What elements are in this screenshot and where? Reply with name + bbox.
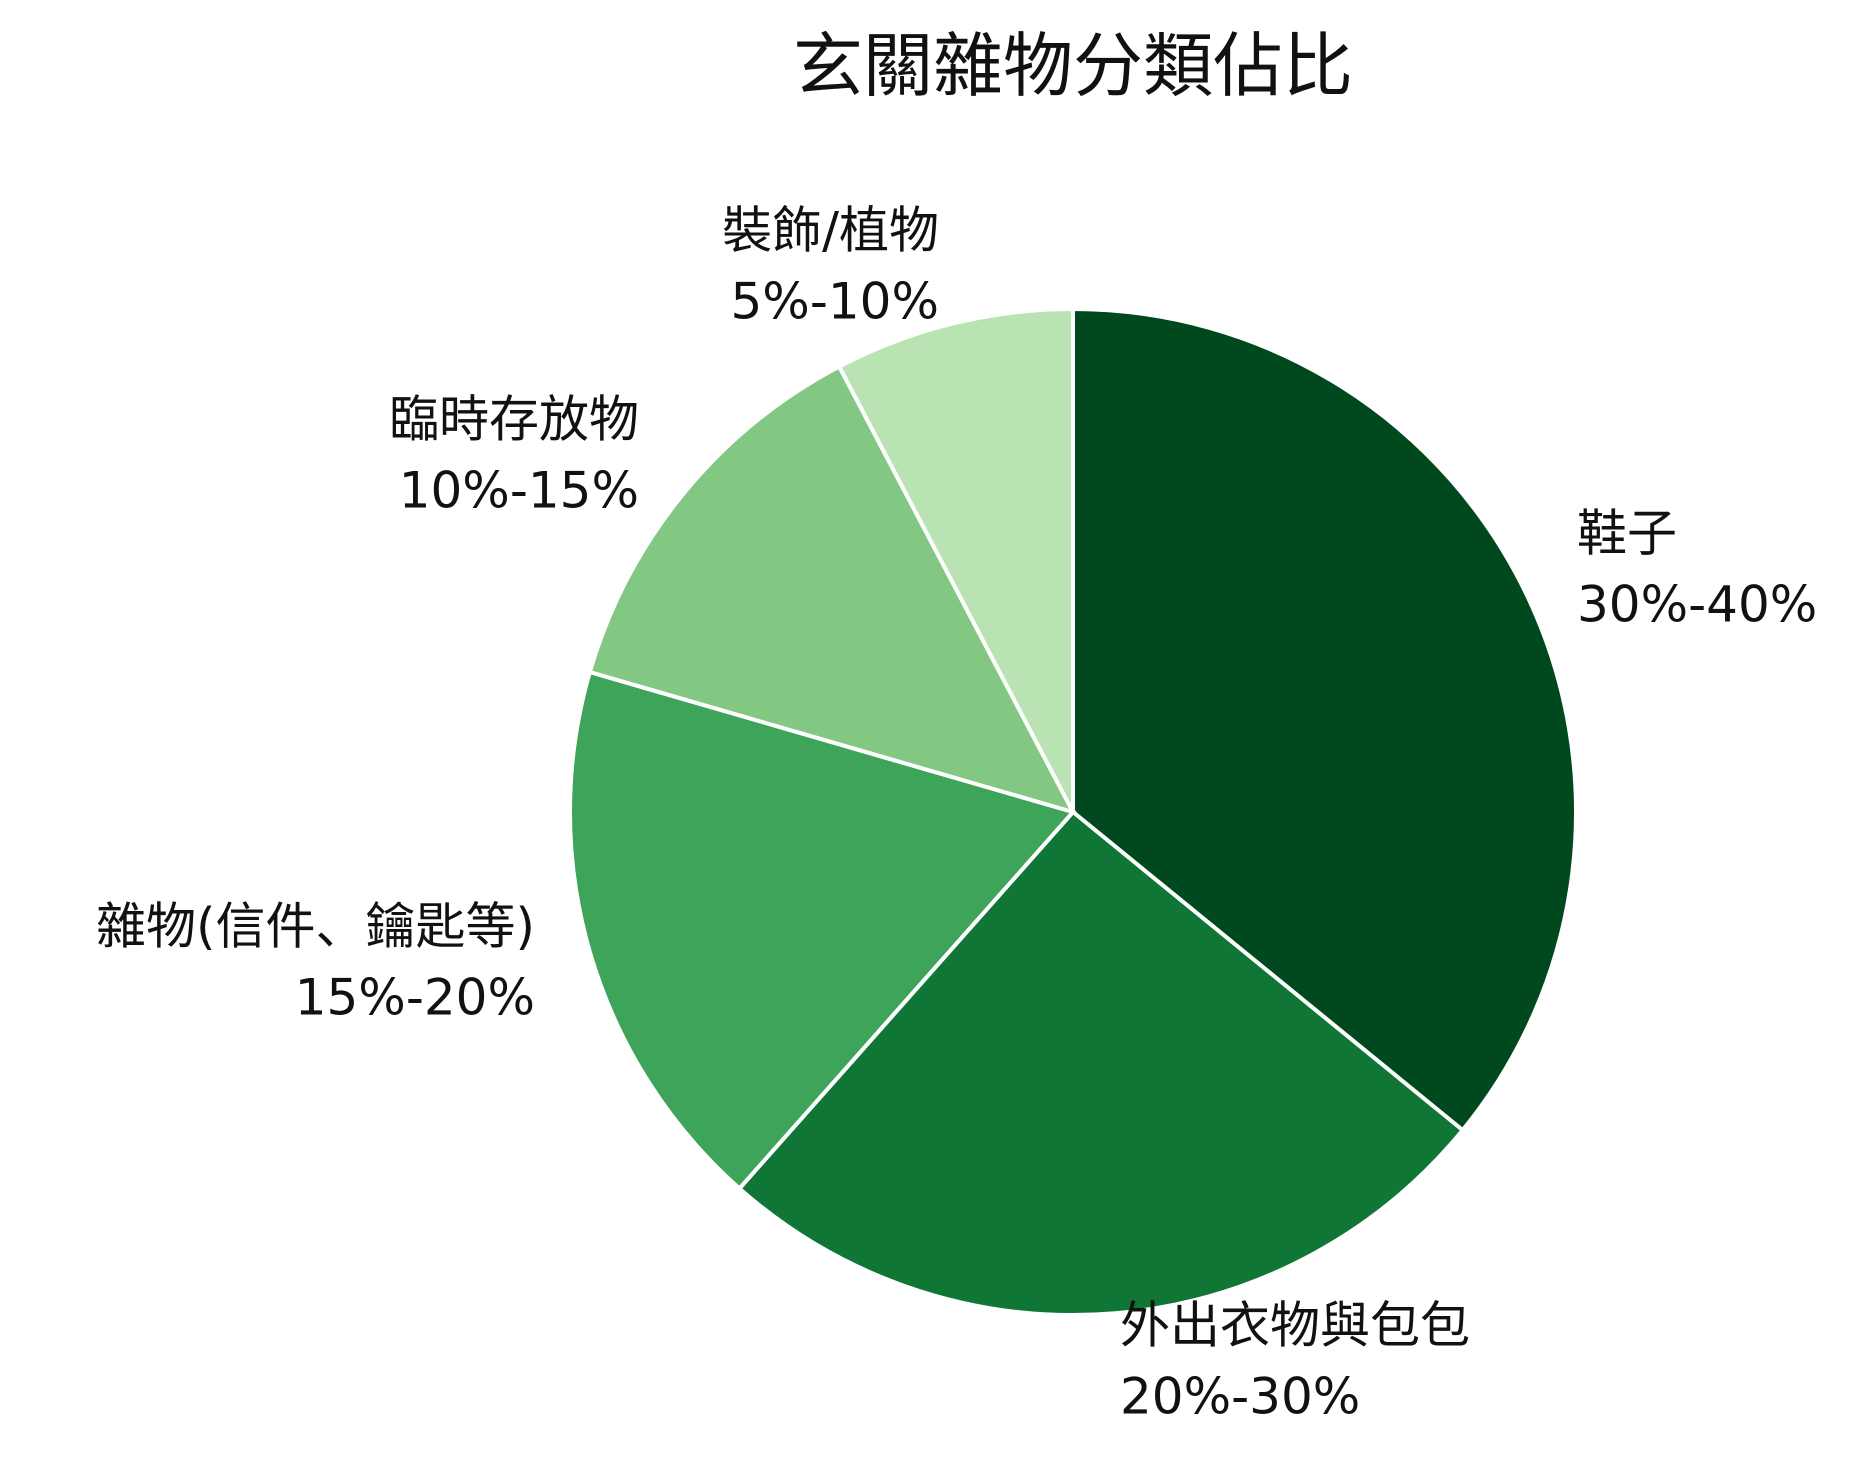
value-label: 15%-20% [295, 969, 535, 1027]
value-label: 30%-40% [1577, 576, 1817, 634]
pie-slice [568, 669, 1077, 1192]
value-label: 5%-10% [731, 273, 940, 331]
chart-title: 玄關雜物分類佔比 [793, 25, 1353, 107]
value-label: 20%-30% [1120, 1368, 1360, 1426]
pie-slice [587, 363, 1077, 816]
slice-label: 雜物(信件、鑰匙等) [96, 898, 535, 956]
pie-slice [736, 809, 1466, 1317]
pie-slice [1071, 306, 1578, 1133]
slice-label: 裝飾/植物 [722, 202, 939, 260]
slice-label: 鞋子 [1577, 505, 1677, 563]
slice-label: 外出衣物與包包 [1120, 1297, 1470, 1355]
value-label: 10%-15% [399, 462, 639, 520]
pie-slice [836, 306, 1075, 813]
slice-label: 臨時存放物 [389, 391, 639, 449]
